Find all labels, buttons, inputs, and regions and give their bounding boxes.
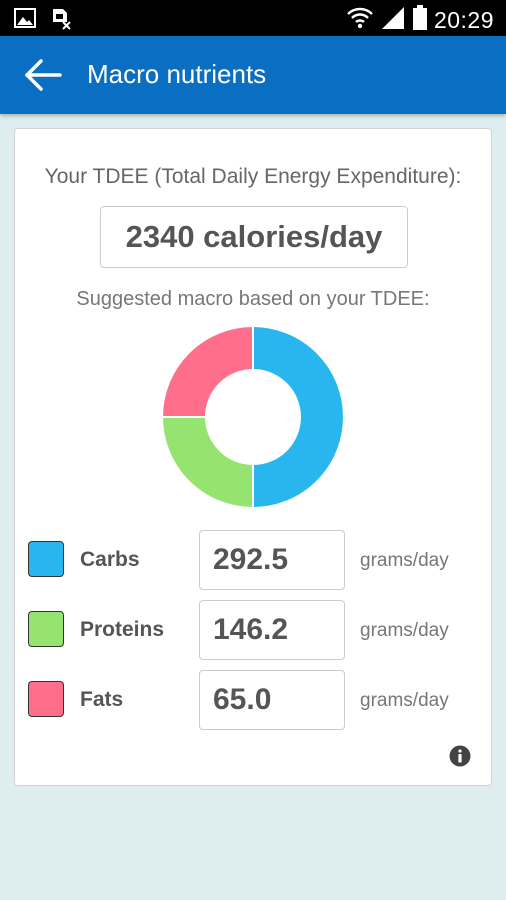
donut-slice-fats xyxy=(161,325,254,418)
proteins-unit: grams/day xyxy=(360,620,449,641)
tdee-value-field[interactable]: 2340 calories/day xyxy=(100,206,408,268)
macro-row-carbs: Carbs 292.5 grams/day xyxy=(15,530,491,592)
signal-icon xyxy=(380,6,406,35)
battery-icon xyxy=(412,5,428,36)
carbs-unit: grams/day xyxy=(360,550,449,571)
status-time: 20:29 xyxy=(433,7,494,33)
donut-slice-proteins xyxy=(161,416,254,509)
page-title: Macro nutrients xyxy=(87,59,267,89)
macro-row-fats: Fats 65.0 grams/day xyxy=(15,670,491,732)
sim-error-icon xyxy=(50,8,72,35)
fats-value-field[interactable]: 65.0 xyxy=(199,670,345,730)
info-button[interactable] xyxy=(449,745,471,767)
donut-slice-carbs xyxy=(252,325,345,509)
app-bar: Macro nutrients xyxy=(0,36,506,114)
fats-unit: grams/day xyxy=(360,690,449,711)
macro-row-proteins: Proteins 146.2 grams/day xyxy=(15,600,491,662)
image-icon xyxy=(14,8,36,35)
fats-color-swatch xyxy=(28,681,64,717)
proteins-color-swatch xyxy=(28,611,64,647)
info-icon xyxy=(449,745,471,767)
macro-donut-chart xyxy=(161,325,345,509)
status-bar: 20:29 xyxy=(0,0,506,36)
proteins-label: Proteins xyxy=(80,618,165,641)
tdee-label: Your TDEE (Total Daily Energy Expenditur… xyxy=(44,165,462,188)
carbs-color-swatch xyxy=(28,541,64,577)
macro-card: Your TDEE (Total Daily Energy Expenditur… xyxy=(14,128,492,786)
wifi-icon xyxy=(346,6,374,35)
back-button[interactable] xyxy=(22,56,64,94)
arrow-left-icon xyxy=(25,59,62,91)
carbs-value-field[interactable]: 292.5 xyxy=(199,530,345,590)
proteins-value-field[interactable]: 146.2 xyxy=(199,600,345,660)
fats-label: Fats xyxy=(80,688,124,711)
suggested-macro-label: Suggested macro based on your TDEE: xyxy=(76,288,430,310)
carbs-label: Carbs xyxy=(80,548,140,571)
